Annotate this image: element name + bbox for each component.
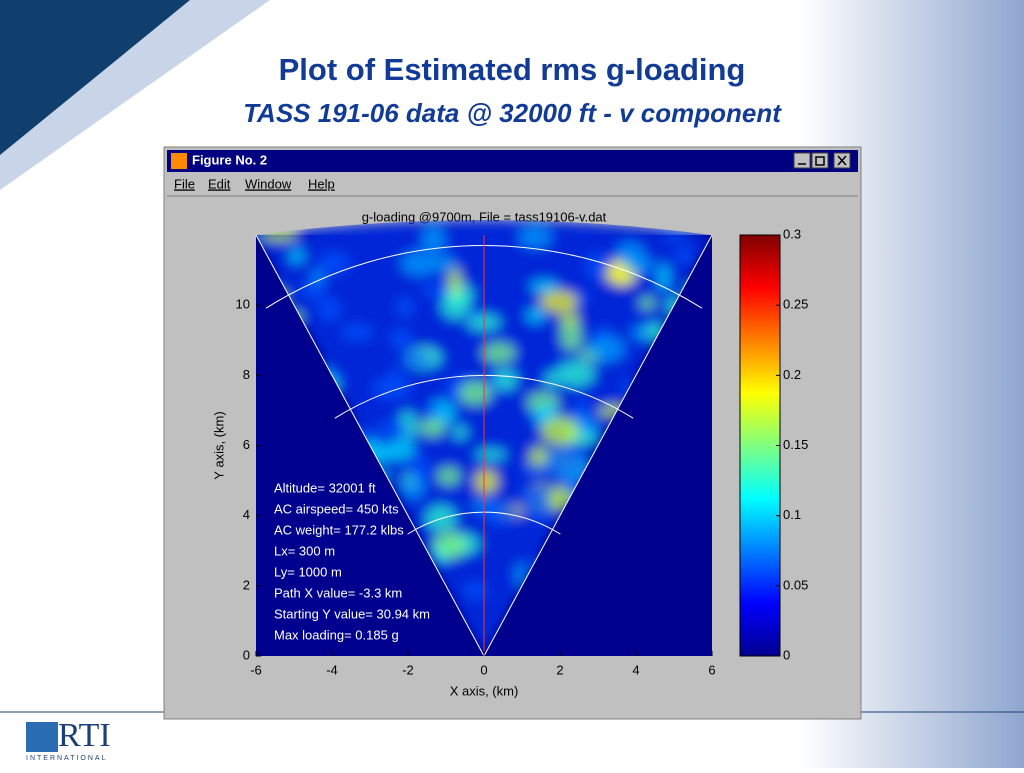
x-tick-label: -6 <box>250 662 262 677</box>
heat-blob <box>418 418 446 437</box>
y-tick-label: 6 <box>243 437 250 452</box>
heat-blob <box>300 281 326 300</box>
heat-blob <box>560 323 582 351</box>
heat-blob <box>474 469 498 494</box>
minimize-button[interactable] <box>793 152 811 169</box>
heat-blob <box>631 326 647 341</box>
corner-dark <box>0 0 190 155</box>
heat-blob <box>657 263 670 292</box>
logo: RTI INTERNATIONAL <box>26 717 111 762</box>
colorbar <box>739 234 781 657</box>
heat-blob <box>555 361 595 387</box>
heat-blob <box>400 251 438 276</box>
heat-blob <box>311 269 325 285</box>
y-tick-label: 8 <box>243 367 250 382</box>
logo-tagline: INTERNATIONAL <box>26 755 108 762</box>
x-axis-label: X axis, (km) <box>450 683 519 698</box>
annotation: Starting Y value= 30.94 km <box>274 606 430 621</box>
heat-blob <box>493 369 518 391</box>
heat-blob <box>425 406 440 418</box>
heat-blob <box>448 267 461 296</box>
y-axis-label: Y axis, (km) <box>211 411 226 479</box>
heat-blob <box>318 298 341 322</box>
x-tick-label: 2 <box>556 662 563 677</box>
x-tick-label: 4 <box>632 662 639 677</box>
heat-blob <box>421 226 446 253</box>
heat-blob <box>441 293 470 319</box>
x-tick-label: -2 <box>402 662 414 677</box>
menu-item[interactable]: File <box>174 176 195 191</box>
heat-blob <box>540 290 578 313</box>
logo-name: RTI <box>58 717 111 754</box>
heat-blob <box>639 296 656 310</box>
heat-blob <box>545 371 559 388</box>
y-tick-label: 2 <box>243 577 250 592</box>
heat-blob <box>586 253 610 280</box>
window-title: Figure No. 2 <box>192 152 267 167</box>
heat-blob <box>518 226 552 248</box>
heat-blob <box>587 335 625 362</box>
heat-blob <box>432 255 456 272</box>
heat-blob <box>402 352 433 365</box>
annotation: Lx= 300 m <box>274 543 335 558</box>
heat-blob <box>372 377 411 399</box>
annotation: Path X value= -3.3 km <box>274 585 402 600</box>
heat-blob <box>452 425 468 440</box>
colorbar-tick-label: 0.15 <box>783 437 808 452</box>
colorbar-tick-label: 0.05 <box>783 577 808 592</box>
colorbar-tick-label: 0.3 <box>783 226 801 241</box>
heat-blob <box>411 457 431 482</box>
fan-edge <box>483 234 713 657</box>
heat-blob <box>396 297 414 318</box>
slide-subtitle: TASS 191-06 data @ 32000 ft - v componen… <box>243 98 782 128</box>
title-bar <box>167 150 858 172</box>
heat-blob <box>288 248 305 264</box>
annotation: Ly= 1000 m <box>274 564 342 579</box>
heat-blob <box>664 230 688 241</box>
heat-blob <box>530 280 559 293</box>
y-tick-label: 0 <box>243 647 250 662</box>
annotation: Max loading= 0.185 g <box>274 627 399 642</box>
menu-item[interactable]: Window <box>245 176 292 191</box>
x-tick-label: 0 <box>480 662 487 677</box>
heat-blob <box>520 463 560 476</box>
menu-item[interactable]: Help <box>308 176 335 191</box>
logo-mark <box>26 722 58 752</box>
heat-blob <box>389 329 412 349</box>
y-tick-label: 4 <box>243 507 250 522</box>
heat-blob <box>526 308 546 323</box>
annotation: AC weight= 177.2 klbs <box>274 522 404 537</box>
window-icon <box>171 153 187 169</box>
y-tick-label: 10 <box>236 297 250 312</box>
heat-blob <box>519 486 557 500</box>
heat-blob <box>541 416 579 446</box>
heat-blob <box>318 252 349 274</box>
annotation: AC airspeed= 450 kts <box>274 501 399 516</box>
plot-title: g-loading @9700m, File = tass19106-v.dat <box>362 209 607 224</box>
colorbar-tick-label: 0.1 <box>783 507 801 522</box>
heat-blob <box>616 242 645 266</box>
x-tick-label: 6 <box>708 662 715 677</box>
heat-blob <box>437 466 461 486</box>
heat-blob <box>390 367 403 382</box>
heat-blob <box>340 324 374 341</box>
heat-blob <box>676 247 694 265</box>
heat-blob <box>482 342 516 364</box>
menu-item[interactable]: Edit <box>208 176 231 191</box>
fan-edge <box>255 234 485 657</box>
colorbar-tick-label: 0 <box>783 647 790 662</box>
heat-blob <box>385 439 416 461</box>
heat-blob <box>463 582 487 599</box>
x-tick-label: -4 <box>326 662 338 677</box>
slide-title: Plot of Estimated rms g-loading <box>279 52 746 87</box>
colorbar-tick-label: 0.25 <box>783 297 808 312</box>
heat-blob <box>433 530 466 560</box>
colorbar-tick-label: 0.2 <box>783 367 801 382</box>
heat-blob <box>376 420 409 437</box>
button-glyphs <box>798 155 847 166</box>
annotation: Altitude= 32001 ft <box>274 480 376 495</box>
heat-blob <box>458 381 492 406</box>
heat-blob <box>475 449 507 461</box>
